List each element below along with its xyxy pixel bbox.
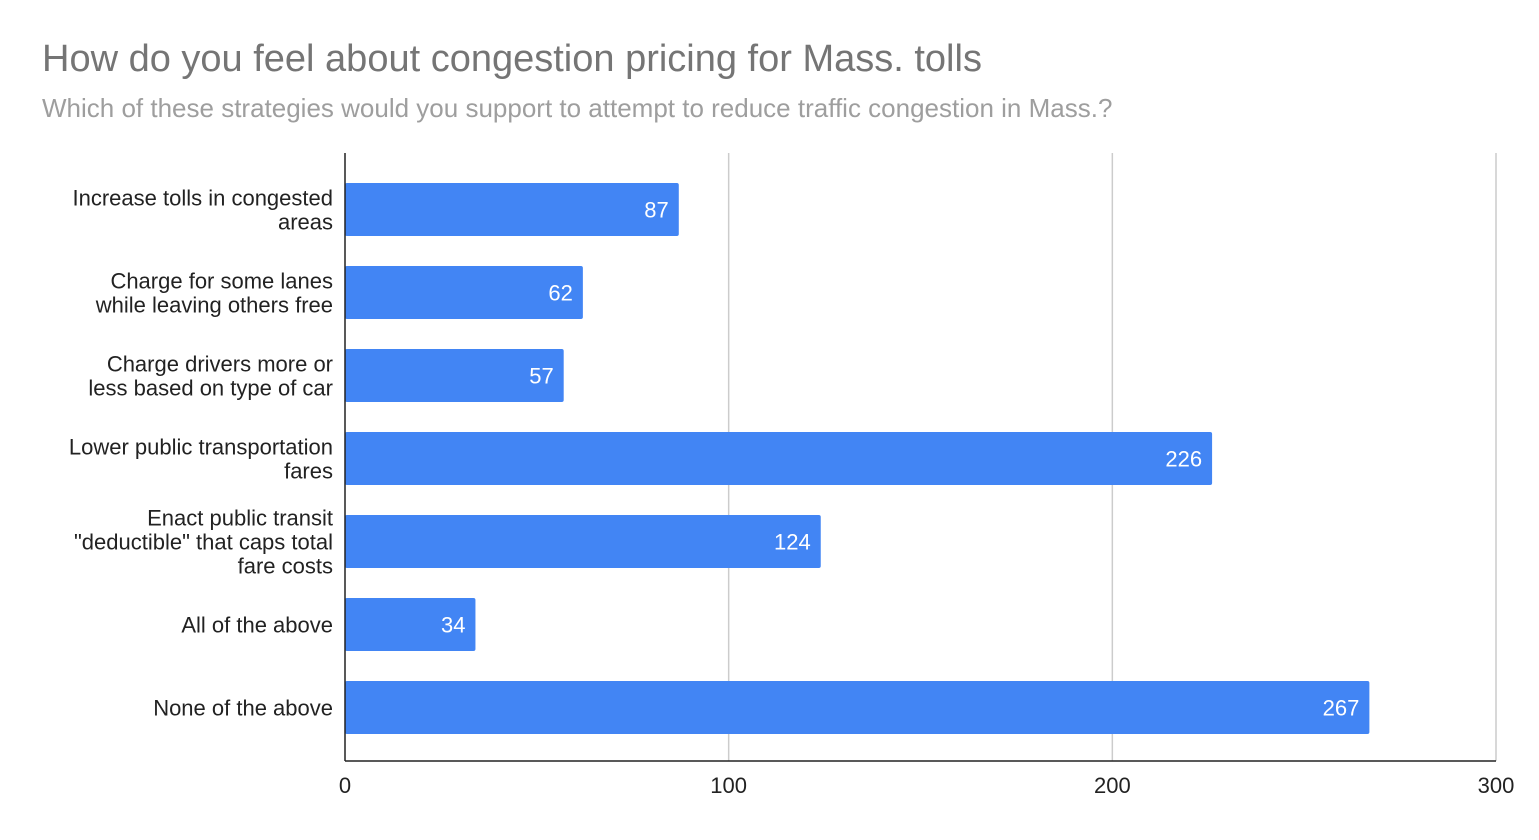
x-tick-label-0: 0: [339, 773, 351, 798]
category-label-4-line-2: fare costs: [238, 554, 333, 579]
category-label-1-line-0: Charge for some lanes: [110, 269, 333, 294]
bar-4: [345, 515, 821, 568]
category-label-2-line-1: less based on type of car: [88, 376, 333, 401]
chart-subtitle: Which of these strategies would you supp…: [42, 93, 1113, 123]
category-label-0-line-0: Increase tolls in congested: [73, 186, 334, 211]
category-label-2-line-0: Charge drivers more or: [107, 352, 333, 377]
x-tick-label-100: 100: [710, 773, 747, 798]
category-label-5-line-0: All of the above: [181, 613, 333, 638]
category-label-0-line-1: areas: [278, 210, 333, 235]
category-label-4-line-1: "deductible" that caps total: [74, 530, 333, 555]
data-label-0: 87: [644, 198, 668, 223]
data-label-1: 62: [548, 281, 572, 306]
category-label-3-line-0: Lower public transportation: [69, 435, 333, 460]
data-label-4: 124: [774, 530, 811, 555]
category-label-6-line-0: None of the above: [153, 696, 333, 721]
category-label-1-line-1: while leaving others free: [95, 293, 333, 318]
bar-3: [345, 432, 1213, 485]
data-label-3: 226: [1165, 447, 1202, 472]
bar-2: [345, 349, 564, 402]
bar-6: [345, 681, 1370, 734]
category-label-3-line-1: fares: [284, 459, 333, 484]
data-label-2: 57: [529, 364, 553, 389]
x-tick-label-200: 200: [1094, 773, 1131, 798]
bar-0: [345, 183, 679, 236]
data-label-6: 267: [1323, 696, 1360, 721]
x-tick-label-300: 300: [1478, 773, 1515, 798]
bar-5: [345, 598, 476, 651]
bar-1: [345, 266, 583, 319]
category-label-4-line-0: Enact public transit: [147, 506, 333, 531]
data-label-5: 34: [441, 613, 465, 638]
chart-title: How do you feel about congestion pricing…: [42, 38, 982, 80]
